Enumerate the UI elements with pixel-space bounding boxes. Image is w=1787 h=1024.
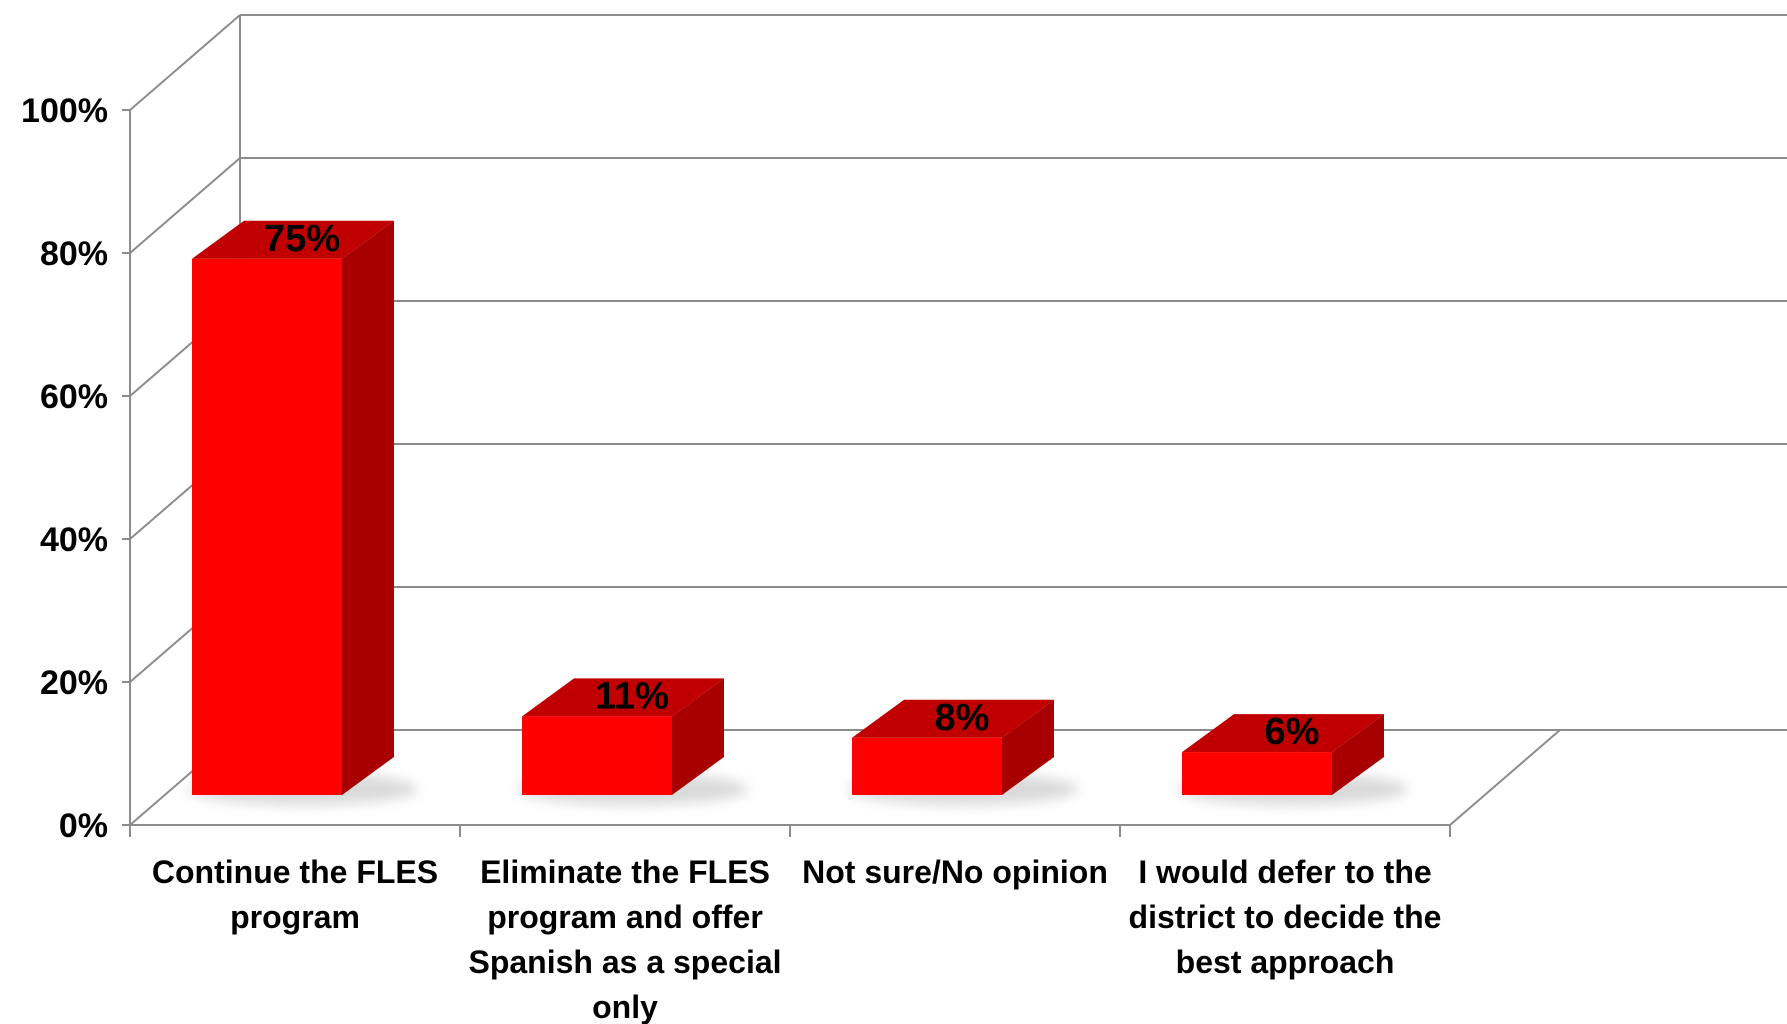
floor-right-edge xyxy=(1449,729,1561,826)
y-tick-label: 20% xyxy=(40,664,108,702)
x-category-label-line: program xyxy=(230,899,360,935)
y-tick-label: 60% xyxy=(40,378,108,416)
x-category-label-line: only xyxy=(592,989,658,1024)
x-category-label-line: best approach xyxy=(1176,944,1395,980)
bar-top-face xyxy=(1182,714,1384,753)
gridline-diagonal xyxy=(129,14,241,111)
x-category-label: I would defer to the district to decide t… xyxy=(1129,854,1442,980)
bar-top-face xyxy=(192,220,394,259)
chart-labels: 0% 20% 40% 60% 80% 100% 75% Continue the FLES pr… xyxy=(21,92,1441,1024)
data-label: 75% xyxy=(264,218,340,260)
bar-side-face xyxy=(342,220,394,795)
chart-gridlines xyxy=(129,14,1787,826)
y-tick-label: 100% xyxy=(21,92,108,130)
x-category-label-line: Eliminate the FLES xyxy=(480,854,770,890)
bar xyxy=(1182,752,1332,795)
chart-bars xyxy=(188,220,1408,805)
x-category-label-line: Not sure/No opinion xyxy=(802,854,1108,890)
y-tick-label: 80% xyxy=(40,235,108,273)
x-category-label: Not sure/No opinion xyxy=(802,854,1108,890)
x-category-label-line: Continue the FLES xyxy=(152,854,438,890)
x-category-label-line: district to decide the xyxy=(1129,899,1442,935)
data-label: 11% xyxy=(595,675,669,717)
bar-side-face xyxy=(672,678,724,795)
data-label: 8% xyxy=(935,697,990,739)
bar xyxy=(522,716,672,795)
data-label: 6% xyxy=(1265,711,1320,753)
x-category-label-line: Spanish as a special xyxy=(468,944,781,980)
x-category-label-line: program and offer xyxy=(487,899,763,935)
x-category-label-line: I would defer to the xyxy=(1138,854,1431,890)
bar-top-face xyxy=(522,678,724,717)
y-tick-label: 40% xyxy=(40,521,108,559)
bar-side-face xyxy=(1002,699,1054,795)
gridline-diagonal xyxy=(129,157,241,254)
bar xyxy=(192,258,342,795)
bar-side-face xyxy=(1332,714,1384,795)
x-category-label: Continue the FLES program xyxy=(152,854,438,935)
bar xyxy=(852,737,1002,795)
y-tick-label: 0% xyxy=(59,807,108,845)
bar-top-face xyxy=(852,699,1054,738)
x-category-label: Eliminate the FLES program and offer Spani… xyxy=(468,854,781,1024)
